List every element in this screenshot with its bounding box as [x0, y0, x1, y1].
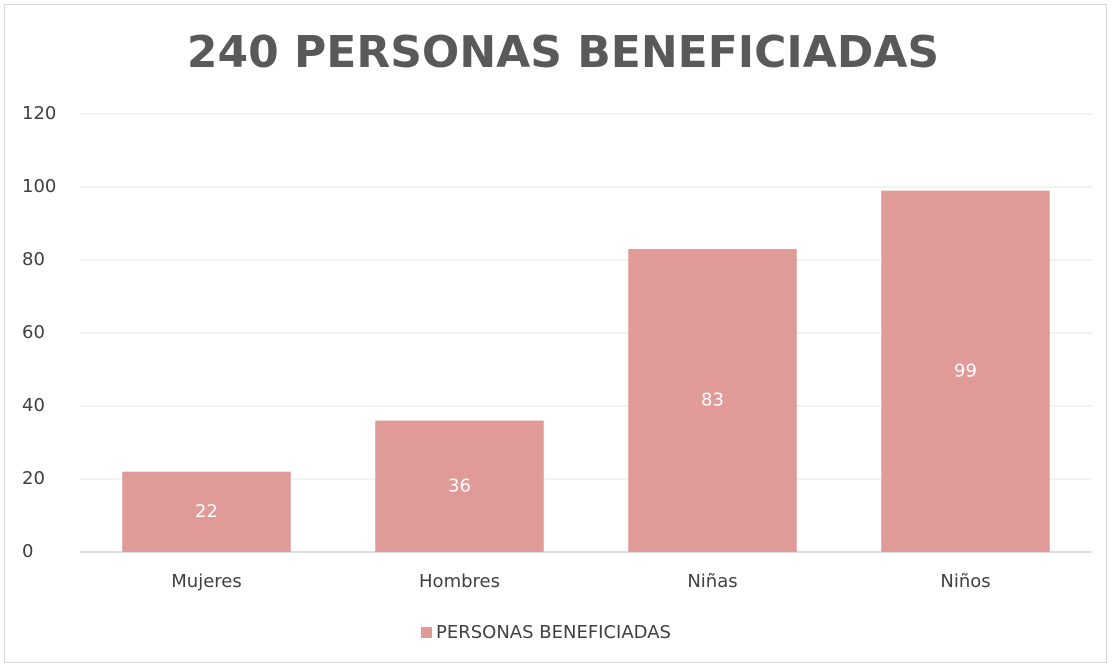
- y-tick-label: 120: [22, 103, 56, 124]
- y-tick-label: 20: [22, 468, 45, 489]
- legend-swatch: [421, 627, 432, 638]
- data-label: 36: [448, 475, 471, 496]
- y-tick-label: 60: [22, 322, 45, 343]
- y-tick-label: 100: [22, 176, 56, 197]
- x-tick-label: Mujeres: [171, 571, 241, 592]
- x-tick-label: Niños: [940, 571, 990, 592]
- data-label: 83: [701, 390, 724, 411]
- bar: [375, 420, 544, 552]
- x-tick-label: Hombres: [419, 571, 500, 592]
- legend-label: PERSONAS BENEFICIADAS: [436, 622, 671, 643]
- y-tick-label: 40: [22, 395, 45, 416]
- bar: [881, 190, 1050, 552]
- y-tick-label: 80: [22, 249, 45, 270]
- data-label: 22: [195, 501, 218, 522]
- chart-title: 240 PERSONAS BENEFICIADAS: [187, 27, 939, 78]
- data-label: 99: [954, 360, 977, 381]
- bar: [628, 249, 797, 553]
- x-tick-label: Niñas: [687, 571, 737, 592]
- y-tick-label: 0: [22, 541, 33, 562]
- bar: [122, 471, 291, 552]
